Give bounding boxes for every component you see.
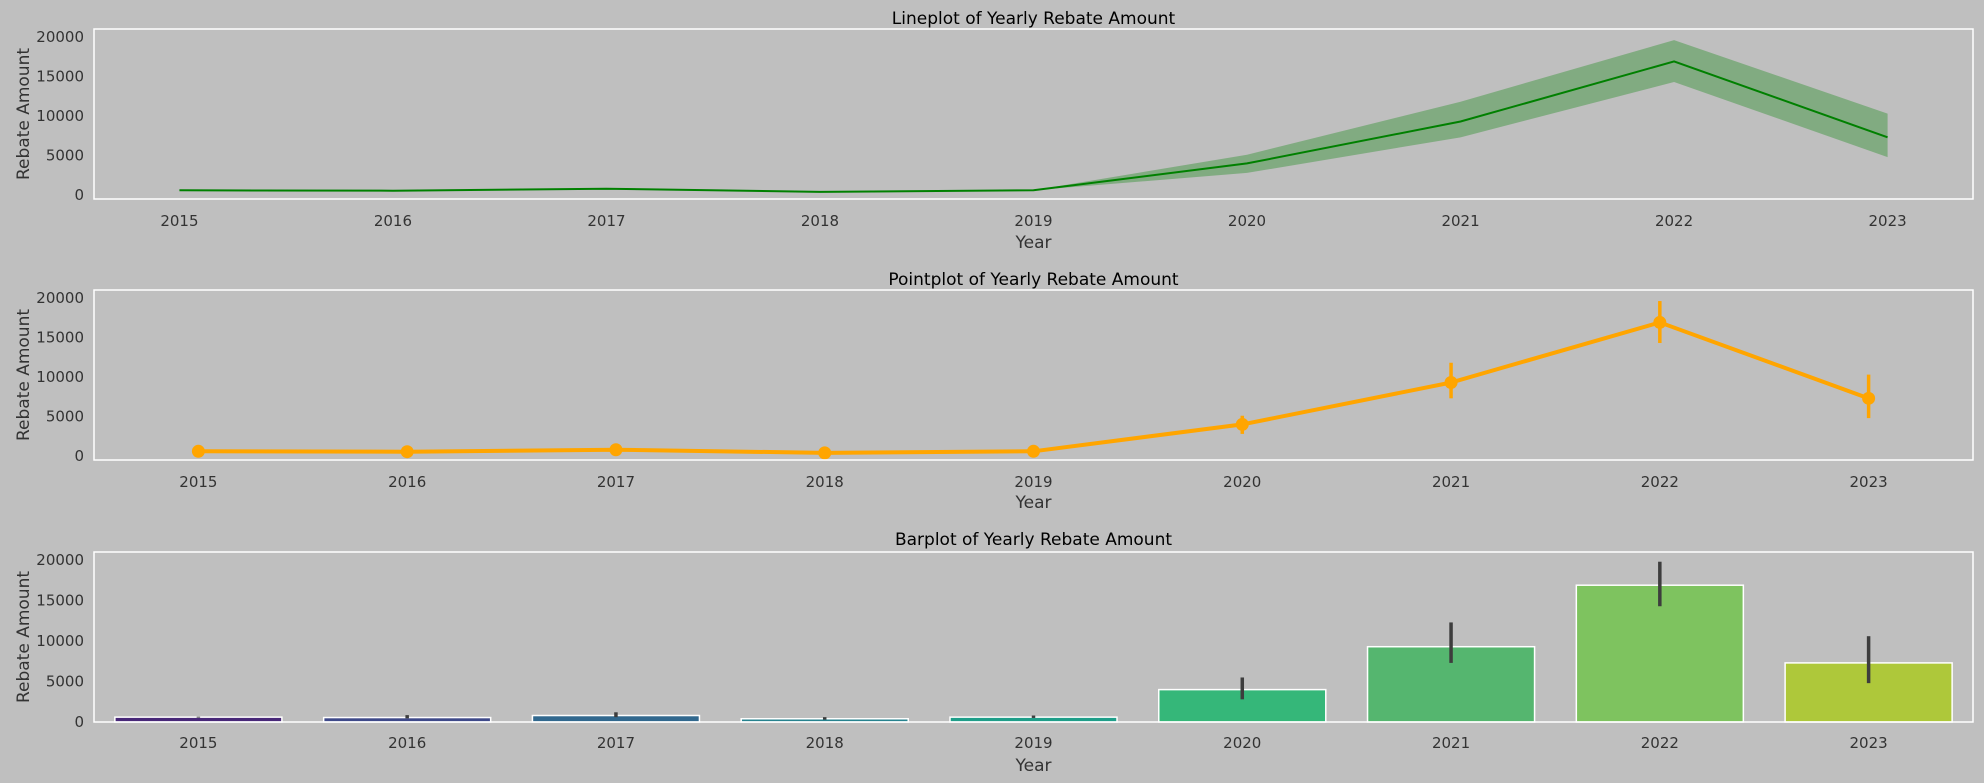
chart-title: Pointplot of Yearly Rebate Amount [888,270,1179,290]
axes-frame [93,551,1974,723]
chart-title: Barplot of Yearly Rebate Amount [895,530,1172,550]
x-tick-label: 2015 [160,212,198,230]
y-tick-label: 15000 [36,328,84,346]
axes-frame [93,289,1974,461]
chart-title: Lineplot of Yearly Rebate Amount [892,9,1176,29]
chart-panel-1: Lineplot of Yearly Rebate Amount 0 5000 100… [14,9,1974,253]
confidence-band [179,40,1888,192]
y-axis-label: Rebate Amount [14,571,34,703]
x-tick-label: 2016 [388,473,426,491]
x-tick-label: 2018 [806,734,844,752]
y-tick-label: 0 [74,447,84,465]
x-tick-label: 2022 [1641,734,1679,752]
y-axis-label: Rebate Amount [14,48,34,180]
data-point [1862,391,1876,405]
x-tick-label: 2015 [179,473,217,491]
y-tick-label: 20000 [36,28,84,46]
y-tick-label: 10000 [36,107,84,125]
bar [1575,584,1745,723]
y-tick-label: 5000 [46,147,84,165]
series-line [179,60,1888,193]
x-tick-label: 2019 [1014,734,1052,752]
x-tick-label: 2016 [388,734,426,752]
y-tick-label: 0 [74,186,84,204]
x-axis-label: Year [1015,233,1052,253]
chart-panel-3: Barplot of Yearly Rebate Amount 0 5000 1000… [14,530,1974,776]
y-tick-label: 15000 [36,592,84,610]
data-point [609,443,623,457]
x-tick-label: 2023 [1850,734,1888,752]
x-tick-label: 2018 [801,212,839,230]
x-tick-label: 2020 [1228,212,1266,230]
y-tick-label: 20000 [36,551,84,569]
data-point [1027,444,1040,458]
x-tick-label: 2019 [1014,212,1052,230]
data-point [400,445,414,459]
x-tick-label: 2017 [597,473,635,491]
x-tick-label: 2020 [1223,473,1261,491]
data-point [191,444,205,458]
x-tick-label: 2019 [1014,473,1052,491]
x-axis-label: Year [1015,493,1052,513]
x-tick-label: 2016 [374,212,412,230]
data-point [1235,417,1249,431]
x-tick-label: 2020 [1223,734,1261,752]
y-tick-label: 20000 [36,289,84,307]
x-tick-label: 2023 [1868,212,1906,230]
x-tick-label: 2021 [1432,473,1470,491]
x-tick-label: 2017 [587,212,625,230]
x-axis-label: Year [1015,756,1052,776]
y-tick-label: 10000 [36,632,84,650]
y-axis-label: Rebate Amount [14,309,34,441]
y-tick-label: 0 [74,713,84,731]
x-tick-label: 2017 [597,734,635,752]
y-tick-label: 15000 [36,67,84,85]
x-tick-label: 2018 [806,473,844,491]
data-point [818,446,832,460]
axes-frame [93,28,1974,200]
x-tick-label: 2021 [1432,734,1470,752]
x-tick-label: 2022 [1655,212,1693,230]
y-tick-label: 10000 [36,368,84,386]
x-tick-label: 2023 [1850,473,1888,491]
y-tick-label: 5000 [46,673,84,691]
y-tick-label: 5000 [46,408,84,426]
x-tick-label: 2015 [179,734,217,752]
chart-panel-2: Pointplot of Yearly Rebate Amount 0 5000 10… [14,270,1974,513]
x-tick-label: 2021 [1441,212,1479,230]
x-tick-label: 2022 [1641,473,1679,491]
series-line [198,320,1870,455]
data-point [1653,315,1667,329]
data-point [1444,376,1458,390]
